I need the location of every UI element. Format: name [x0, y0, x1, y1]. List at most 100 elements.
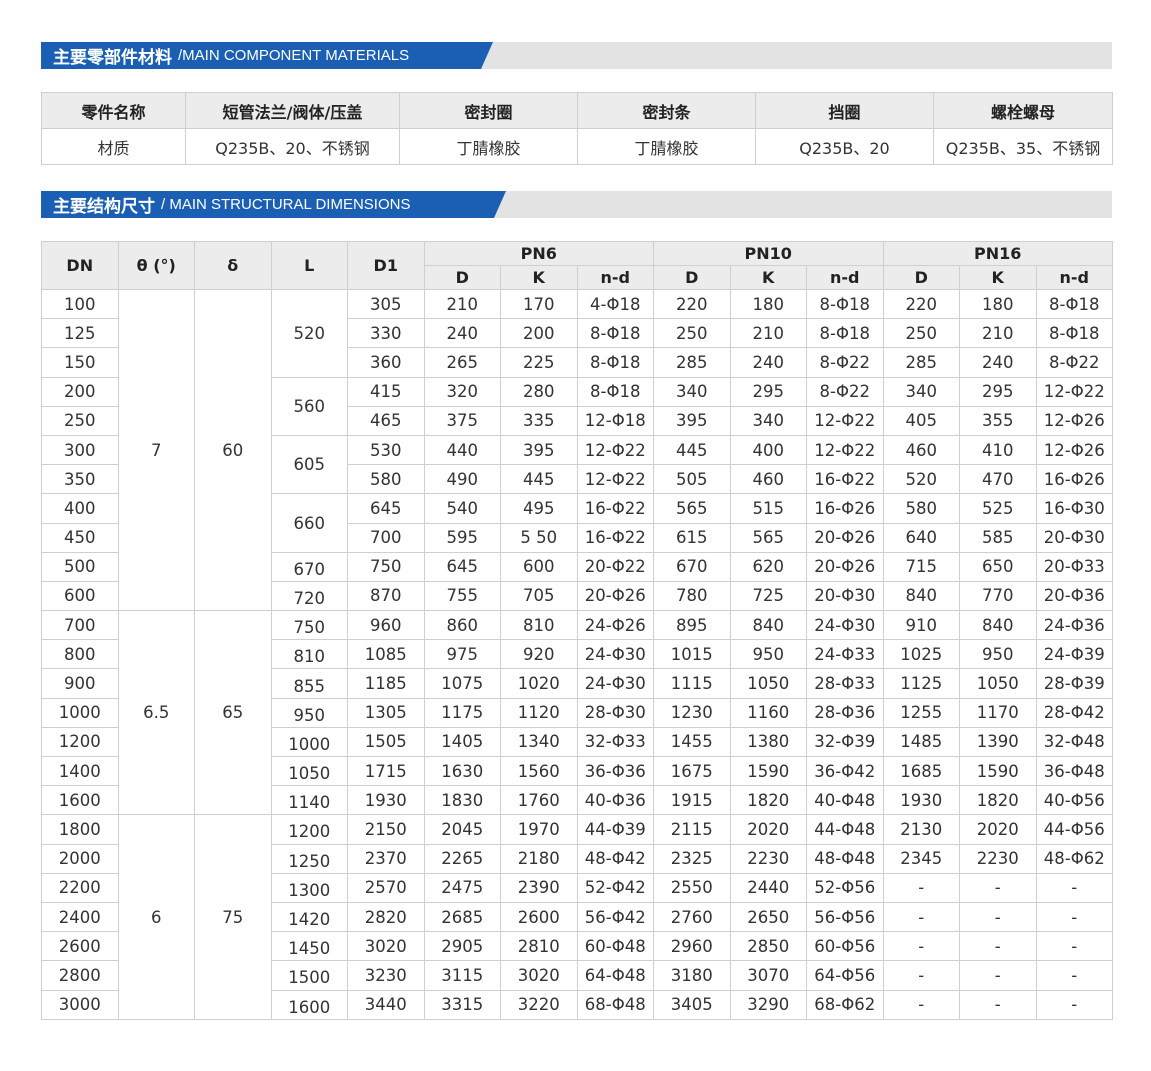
table-row: 600 720 870 755 705 20-Φ26 780 725 20-Φ30 840 770 2…	[41, 580, 1113, 612]
cell-pn10-nd: 8-Φ18	[806, 288, 884, 320]
cell-pn6-nd: 8-Φ18	[576, 376, 654, 407]
cell-l: 1200	[270, 814, 348, 845]
cell-pn16-nd: 20-Φ30	[1035, 522, 1113, 553]
header-n-d: n-d	[806, 265, 884, 290]
table-row: 2200 1300 2570 2475 2390 52-Φ42 2550 2440 52-Φ56…	[41, 872, 1113, 903]
cell-pn10-d: 395	[653, 405, 731, 436]
cell-pn6-k: 2600	[500, 901, 578, 933]
cell-l: 1140	[270, 785, 348, 816]
cell-pn10-k: 2440	[729, 872, 807, 903]
table-row: 700 6.5 65 750 960 860 810 24-Φ26 895 840 24-Φ30 91…	[41, 610, 1113, 816]
header-delta: δ	[194, 241, 272, 290]
cell-pn10-nd: 20-Φ30	[806, 580, 884, 612]
cell-l: 1300	[270, 872, 348, 903]
cell-d1: 3440	[347, 989, 425, 1020]
cell-pn6-nd: 68-Φ48	[576, 989, 654, 1020]
cell-pn16-nd: 48-Φ62	[1035, 843, 1113, 874]
cell-d1: 645	[347, 493, 425, 524]
cell-pn6-d: 320	[423, 376, 501, 407]
cell-pn6-nd: 12-Φ22	[576, 434, 654, 466]
cell-pn16-nd: -	[1035, 872, 1113, 903]
cell-pn6-d: 1405	[423, 726, 501, 758]
cell-dn: 500	[41, 551, 119, 582]
cell-pn10-nd: 40-Φ48	[806, 785, 884, 816]
header-row-1: DN θ (°) δ L D1 PN6 PN10 PN16	[41, 241, 1113, 290]
cell-dn: 2200	[41, 872, 119, 903]
cell-pn16-k: 410	[959, 434, 1037, 466]
cell-dn: 800	[41, 639, 119, 670]
cell-pn16-d: 340	[882, 376, 960, 407]
cell-pn16-d: 640	[882, 522, 960, 553]
cell-pn16-nd: 28-Φ39	[1035, 668, 1113, 699]
cell-pn16-d: 2130	[882, 814, 960, 845]
cell-theta: 7	[117, 288, 195, 612]
cell-pn10-nd: 32-Φ39	[806, 726, 884, 758]
cell-pn6-k: 200	[500, 318, 578, 349]
cell-pn10-d: 895	[653, 610, 731, 641]
table-row: 800 810 1085 975 920 24-Φ30 1015 950 24-Φ33 1025 9…	[41, 639, 1113, 670]
table-row: 2600 1450 3020 2905 2810 60-Φ48 2960 2850 60-Φ56…	[41, 931, 1113, 962]
cell-delta: 75	[194, 814, 272, 1020]
cell-pn10-d: 780	[653, 580, 731, 612]
cell-l: 1420	[270, 901, 348, 933]
cell-pn6-k: 1760	[500, 785, 578, 816]
cell-pn6-d: 210	[423, 288, 501, 320]
section-title-cn: 主要结构尺寸	[53, 197, 155, 217]
cell-pn6-nd: 4-Φ18	[576, 288, 654, 320]
cell-pn16-k: -	[959, 901, 1037, 933]
cell-pn10-k: 1590	[729, 755, 807, 787]
cell-pn6-nd: 52-Φ42	[576, 872, 654, 903]
cell-pn10-d: 1115	[653, 668, 731, 699]
cell-l: 950	[270, 697, 348, 728]
cell-l: 720	[270, 580, 348, 612]
cell-pn16-k: 2020	[959, 814, 1037, 845]
cell-pn10-nd: 20-Φ26	[806, 522, 884, 553]
cell-d1: 2150	[347, 814, 425, 845]
cell-pn10-nd: 64-Φ56	[806, 960, 884, 991]
cell-pn10-k: 2850	[729, 931, 807, 962]
cell-dn: 100	[41, 288, 119, 320]
cell-pn16-nd: 12-Φ22	[1035, 376, 1113, 407]
cell-dn: 1400	[41, 755, 119, 787]
cell-pn6-nd: 16-Φ22	[576, 493, 654, 524]
cell-d1: 960	[347, 610, 425, 641]
cell-pn16-d: 2345	[882, 843, 960, 874]
cell-pn6-d: 2905	[423, 931, 501, 962]
cell-pn10-nd: 68-Φ62	[806, 989, 884, 1020]
cell-pn10-k: 460	[729, 464, 807, 495]
cell-pn6-nd: 32-Φ33	[576, 726, 654, 758]
cell-pn6-d: 2475	[423, 872, 501, 903]
cell-dn: 700	[41, 610, 119, 641]
cell-d1: 465	[347, 405, 425, 436]
cell-d1: 870	[347, 580, 425, 612]
cell-pn10-k: 3070	[729, 960, 807, 991]
cell-pn16-d: 285	[882, 347, 960, 378]
cell-l: 1000	[270, 726, 348, 758]
cell-pn10-k: 725	[729, 580, 807, 612]
cell-pn16-nd: 20-Φ33	[1035, 551, 1113, 582]
cell-pn10-d: 3180	[653, 960, 731, 991]
cell-d1: 360	[347, 347, 425, 378]
materials-table: 零件名称 短管法兰/阀体/压盖 密封圈 密封条 挡圈 螺栓螺母 材质 Q235B、20、不锈…	[41, 92, 1113, 165]
cell-pn16-k: 650	[959, 551, 1037, 582]
cell-pn10-k: 1380	[729, 726, 807, 758]
cell-pn10-nd: 16-Φ22	[806, 464, 884, 495]
cell-pn16-nd: 12-Φ26	[1035, 405, 1113, 436]
cell-pn6-d: 1830	[423, 785, 501, 816]
cell-pn6-d: 375	[423, 405, 501, 436]
cell-dn: 1800	[41, 814, 119, 845]
cell-pn10-nd: 28-Φ36	[806, 697, 884, 728]
cell-dn: 3000	[41, 989, 119, 1020]
cell-pn16-d: 220	[882, 288, 960, 320]
cell-pn10-d: 1015	[653, 639, 731, 670]
section-title-cn: 主要零部件材料	[53, 48, 172, 68]
cell-pn16-d: 1685	[882, 755, 960, 787]
materials-header-cell: 短管法兰/阀体/压盖	[185, 92, 400, 129]
cell-pn6-k: 395	[500, 434, 578, 466]
cell-d1: 3020	[347, 931, 425, 962]
cell-pn6-k: 1120	[500, 697, 578, 728]
cell-pn6-d: 645	[423, 551, 501, 582]
cell-pn16-k: 840	[959, 610, 1037, 641]
cell-theta: 6	[117, 814, 195, 1020]
